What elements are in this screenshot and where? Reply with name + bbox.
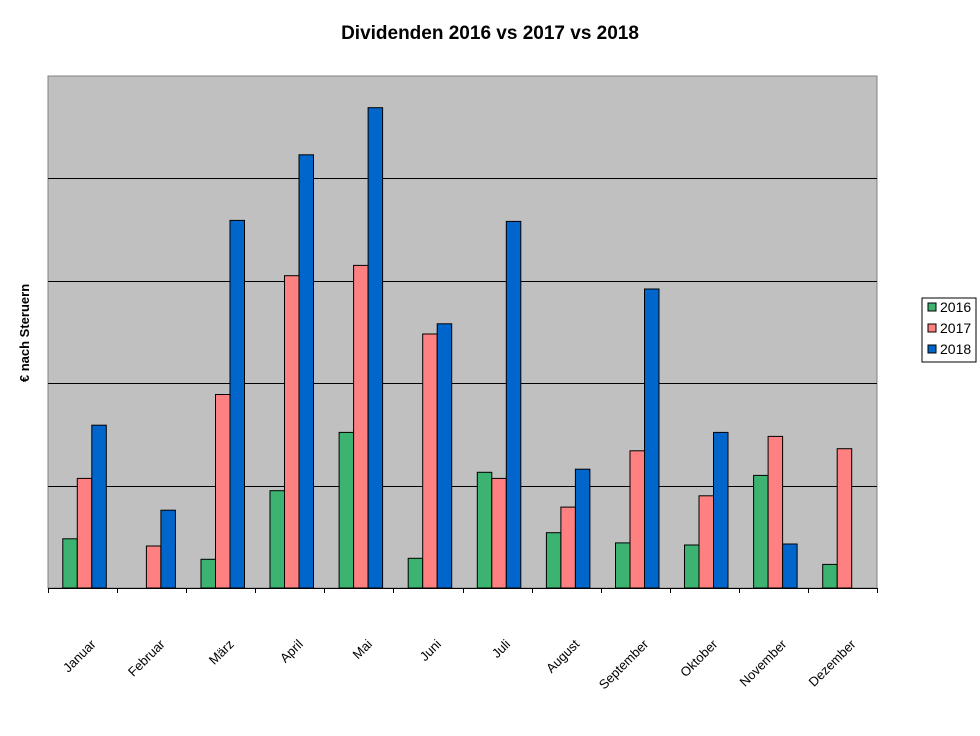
x-tick-labels: Januar Februar März April Mai Juni Juli August S… [60,636,859,692]
bar-2016-September [615,542,631,589]
x-axis [48,588,878,593]
legend-swatch-2017 [927,323,937,333]
bar-2018-März [229,219,245,589]
x-tick-label: Oktober [677,636,721,680]
bar-2017-Oktober [698,495,714,589]
bar-2017-Dezember [836,448,853,589]
bar-2016-Oktober [684,544,700,589]
x-tick-label: August [543,636,582,675]
bar-2016-Januar [62,538,78,589]
bar-2018-Januar [91,424,107,589]
bar-2018-August [574,468,591,589]
plot-area [47,75,878,589]
x-tick-label: Dezember [806,636,859,689]
bar-2016-März [200,558,216,589]
bar-2017-August [560,506,576,589]
x-tick-label: Januar [60,636,99,675]
bar-2017-Februar [145,545,162,589]
bar-2017-Juli [491,477,507,589]
legend: 2016 2017 2018 [921,297,977,363]
bar-2016-November [753,474,769,589]
legend-swatch-2018 [927,344,937,354]
bar-2018-November [782,543,798,589]
bars [62,107,853,589]
bar-2018-September [644,288,660,589]
bar-2018-Juni [436,323,453,589]
bar-2016-Mai [338,431,355,589]
bar-2016-Dezember [822,563,838,589]
x-tick-label: Mai [350,636,375,661]
x-tick-label: Februar [125,636,168,679]
bar-2017-Mai [353,264,369,589]
bar-2018-April [298,154,314,589]
bar-2017-September [629,450,645,589]
x-tick-label: März [206,637,237,668]
legend-label-2016: 2016 [940,299,971,315]
x-tick-label: November [736,636,789,689]
bar-2016-August [545,532,562,589]
x-tick-label: Juni [417,636,445,664]
bar-2018-Februar [160,509,176,589]
bar-2017-April [284,275,300,589]
legend-label-2018: 2018 [940,341,971,357]
y-axis-label: € nach Steruern [17,284,32,382]
legend-swatch-2016 [927,302,937,312]
x-tick-label: September [596,636,652,692]
chart-title: Dividenden 2016 vs 2017 vs 2018 [341,23,639,44]
bar-2017-März [215,394,231,589]
x-tick-label: Juli [489,636,513,660]
bar-2016-April [269,490,285,589]
bar-2017-November [767,435,784,589]
bar-2017-Januar [76,477,93,589]
x-tick-label: April [277,636,306,665]
bar-2018-Juli [505,220,522,589]
bar-2016-Juni [407,557,424,589]
bar-2018-Mai [367,107,384,589]
gridlines [48,178,877,487]
bar-2018-Oktober [713,431,729,589]
legend-label-2017: 2017 [940,320,971,336]
bar-2017-Juni [422,333,438,589]
bar-2016-Juli [476,471,493,589]
